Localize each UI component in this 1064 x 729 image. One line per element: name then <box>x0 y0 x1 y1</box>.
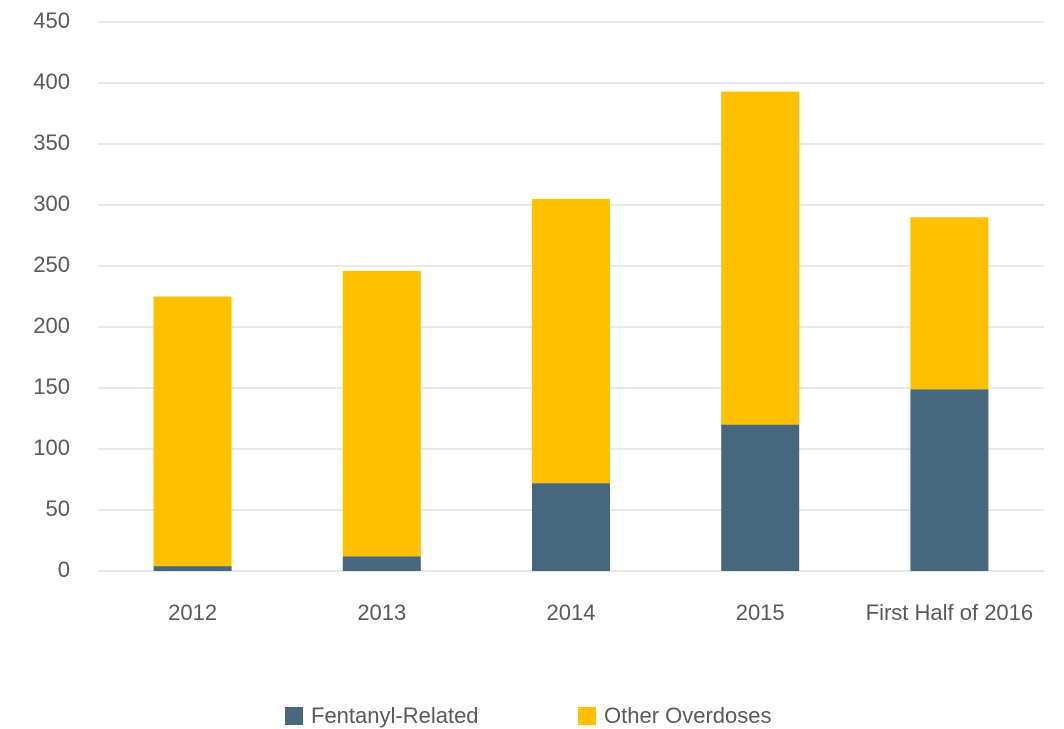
bar-segment <box>342 556 421 571</box>
y-tick-label: 150 <box>33 374 70 399</box>
bar-segment <box>721 91 800 425</box>
x-tick-label: 2012 <box>168 600 218 625</box>
bar-segment <box>153 566 232 571</box>
bar-segment <box>910 389 989 571</box>
legend-swatch <box>578 707 596 725</box>
y-tick-label: 250 <box>33 252 70 277</box>
x-tick-label: 2014 <box>546 600 596 625</box>
bar-segment <box>910 217 989 390</box>
bar-segment <box>532 198 610 484</box>
y-tick-label: 0 <box>58 557 70 582</box>
y-tick-label: 450 <box>33 8 70 33</box>
y-tick-label: 300 <box>33 191 70 216</box>
y-tick-label: 50 <box>46 496 70 521</box>
y-tick-label: 350 <box>33 130 70 155</box>
legend-label: Fentanyl-Related <box>311 703 479 728</box>
x-tick-label: 2013 <box>357 600 407 625</box>
x-tick-label: 2015 <box>735 600 785 625</box>
y-tick-label: 200 <box>33 313 70 338</box>
bar-segment <box>153 296 232 567</box>
legend-label: Other Overdoses <box>604 703 772 728</box>
bar-segment <box>532 483 610 571</box>
y-tick-label: 400 <box>33 69 70 94</box>
legend-swatch <box>285 707 303 725</box>
y-tick-label: 100 <box>33 435 70 460</box>
bar-segment <box>721 424 800 571</box>
bar-segment <box>342 270 421 557</box>
x-tick-label: First Half of 2016 <box>865 600 1034 625</box>
